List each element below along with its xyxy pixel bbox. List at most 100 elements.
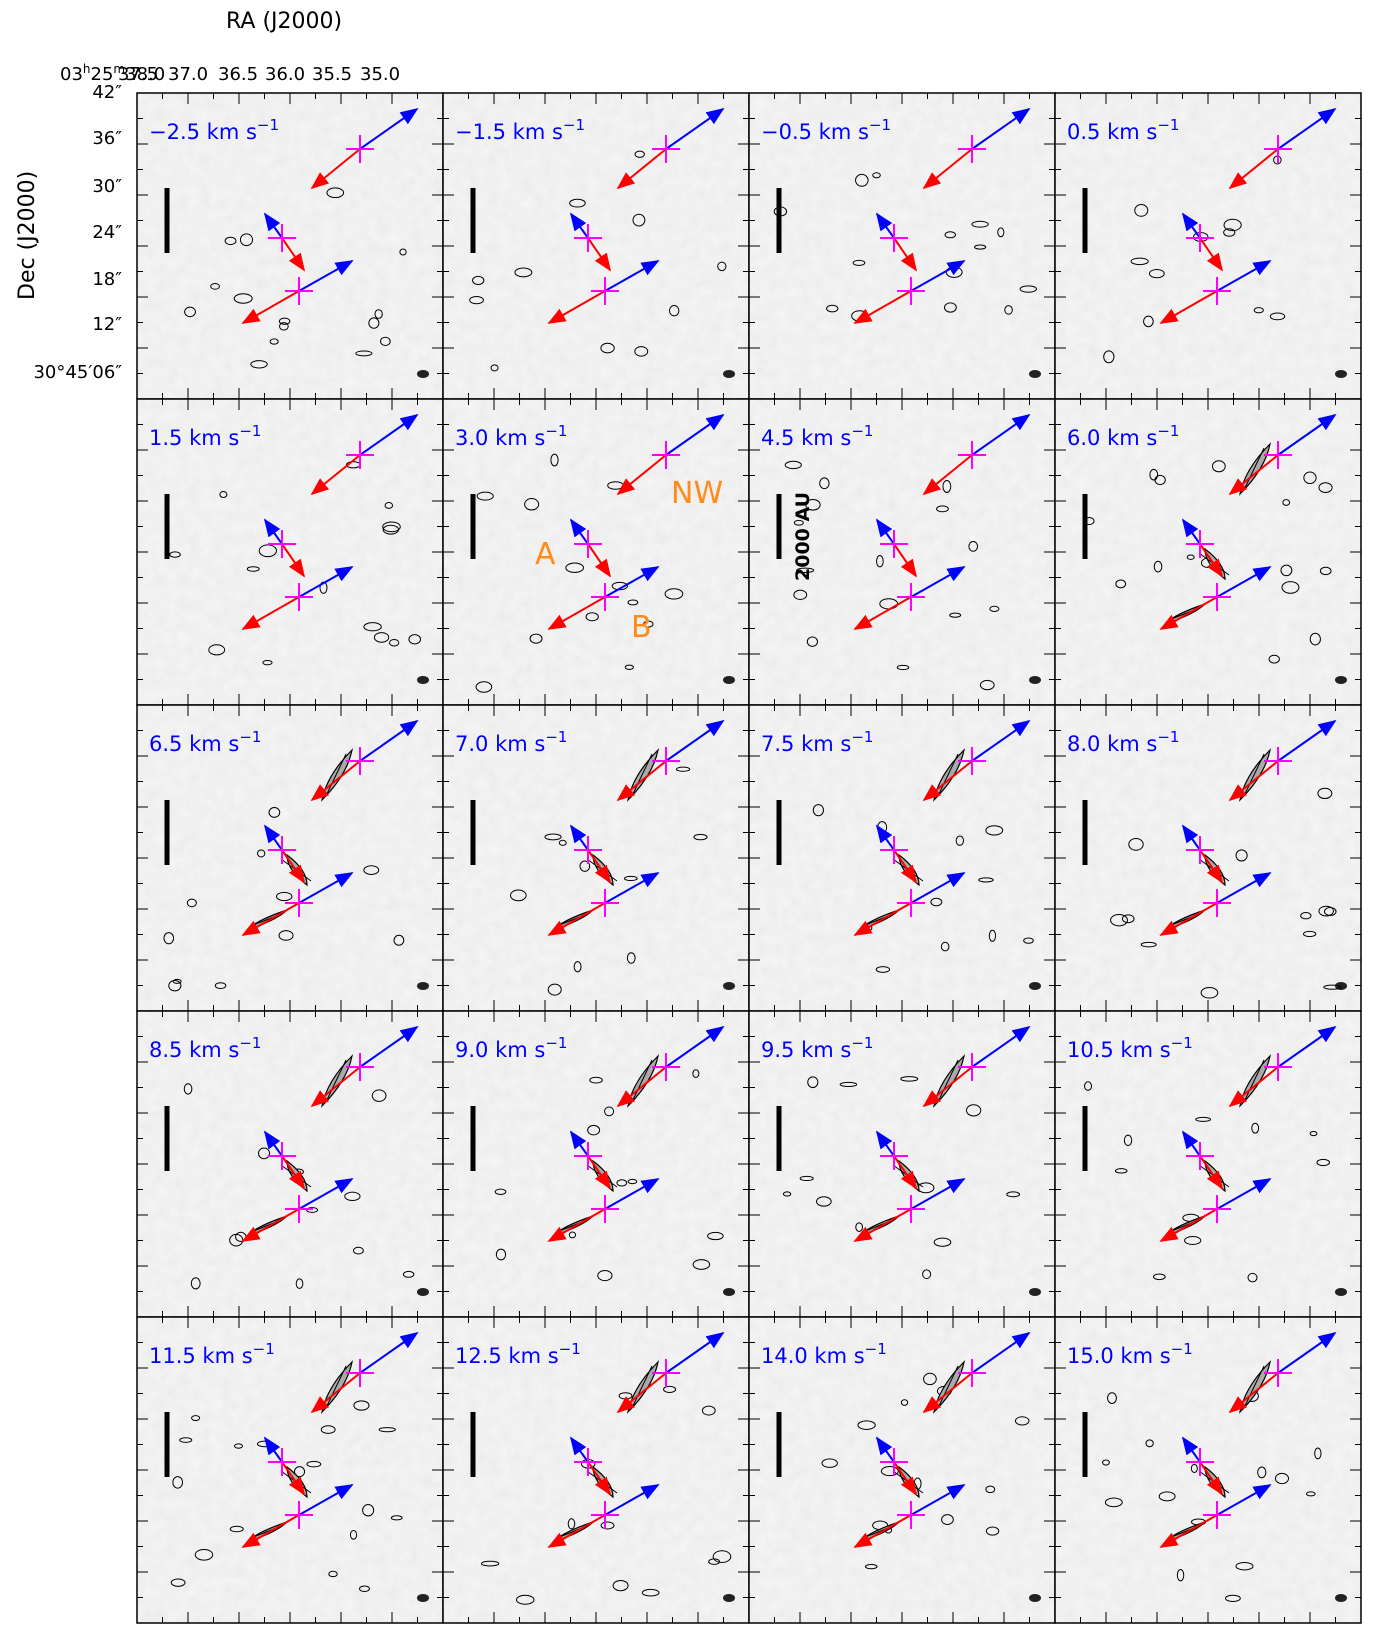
svg-text:37.5: 37.5 — [118, 64, 158, 85]
panel-velocity-label: 12.5 km s−1 — [455, 1340, 581, 1368]
beam-ellipse — [723, 676, 735, 684]
beam-ellipse — [1029, 676, 1041, 684]
channel-panel: 8.0 km s−1 — [1054, 704, 1362, 1012]
beam-ellipse — [417, 1288, 429, 1296]
red-lobe-arrow — [1199, 849, 1224, 884]
red-lobe-arrow — [853, 1514, 912, 1548]
svg-text:36.5: 36.5 — [218, 64, 258, 85]
panel-velocity-label: 3.0 km s−1 — [455, 422, 567, 450]
channel-panel: 9.0 km s−1 — [442, 1010, 750, 1318]
blue-lobe-arrow — [875, 824, 895, 851]
svg-text:36.0: 36.0 — [265, 64, 305, 85]
blue-lobe-arrow — [1181, 824, 1201, 851]
red-lobe-arrow — [616, 454, 667, 496]
blue-lobe-arrow — [1216, 260, 1272, 292]
red-lobe-arrow — [1199, 1155, 1224, 1190]
red-lobe-arrow — [241, 290, 300, 324]
dec-tick-06: 30°45′06″ — [33, 362, 122, 383]
blue-lobe-arrow — [875, 212, 895, 239]
blue-lobe-arrow — [1277, 719, 1337, 762]
blue-lobe-arrow — [665, 719, 725, 762]
red-lobe-arrow — [1159, 290, 1218, 324]
red-lobe-arrow — [922, 1066, 973, 1108]
channel-panel: 8.5 km s−1 — [136, 1010, 444, 1318]
red-lobe-arrow — [893, 543, 918, 578]
dec-tick-42: 42″ — [92, 82, 122, 103]
red-lobe-arrow — [241, 1208, 300, 1242]
red-lobe-arrow — [547, 1514, 606, 1548]
channel-panel: 6.0 km s−1 — [1054, 398, 1362, 706]
panel-velocity-label: 6.5 km s−1 — [149, 728, 261, 756]
blue-lobe-arrow — [569, 824, 589, 851]
dec-tick-30: 30″ — [92, 176, 122, 197]
blue-lobe-arrow — [263, 824, 283, 851]
blue-lobe-arrow — [971, 413, 1031, 456]
blue-lobe-arrow — [875, 518, 895, 545]
panel-velocity-label: 9.5 km s−1 — [761, 1034, 873, 1062]
red-lobe-arrow — [281, 1155, 306, 1190]
blue-lobe-arrow — [569, 212, 589, 239]
blue-lobe-arrow — [359, 1331, 419, 1374]
channel-panel: 12.5 km s−1 — [442, 1316, 750, 1624]
svg-text:03h25m38.0: 03h25m38.0 — [60, 62, 165, 85]
red-lobe-arrow — [310, 760, 361, 802]
red-lobe-arrow — [547, 596, 606, 630]
blue-lobe-arrow — [665, 1331, 725, 1374]
red-lobe-arrow — [547, 902, 606, 936]
channel-panel: 7.0 km s−1 — [442, 704, 750, 1012]
red-lobe-arrow — [1228, 760, 1279, 802]
beam-ellipse — [1335, 370, 1347, 378]
red-lobe-arrow — [922, 1372, 973, 1414]
blue-lobe-arrow — [298, 872, 354, 904]
beam-ellipse — [723, 370, 735, 378]
ra-axis-title: RA (J2000) — [226, 9, 342, 34]
red-lobe-arrow — [310, 1372, 361, 1414]
blue-lobe-arrow — [298, 260, 354, 292]
red-lobe-arrow — [1228, 1066, 1279, 1108]
red-lobe-arrow — [281, 849, 306, 884]
red-lobe-arrow — [281, 237, 306, 272]
blue-lobe-arrow — [263, 1436, 283, 1463]
red-lobe-arrow — [547, 1208, 606, 1242]
panel-velocity-label: 8.0 km s−1 — [1067, 728, 1179, 756]
beam-ellipse — [723, 1594, 735, 1602]
blue-lobe-arrow — [263, 1130, 283, 1157]
blue-lobe-arrow — [604, 566, 660, 598]
red-lobe-arrow — [1199, 237, 1224, 272]
red-lobe-arrow — [853, 290, 912, 324]
blue-lobe-arrow — [1216, 872, 1272, 904]
red-lobe-arrow — [616, 760, 667, 802]
red-lobe-arrow — [1199, 543, 1224, 578]
red-lobe-arrow — [587, 849, 612, 884]
blue-lobe-arrow — [263, 518, 283, 545]
blue-lobe-arrow — [604, 1484, 660, 1516]
panel-velocity-label: 7.0 km s−1 — [455, 728, 567, 756]
red-lobe-arrow — [893, 1461, 918, 1496]
dec-tick-24: 24″ — [92, 222, 122, 243]
red-lobe-arrow — [853, 902, 912, 936]
blue-lobe-arrow — [1216, 566, 1272, 598]
red-lobe-arrow — [310, 1066, 361, 1108]
blue-lobe-arrow — [875, 1130, 895, 1157]
channel-panel: 0.5 km s−1 — [1054, 92, 1362, 400]
red-lobe-arrow — [587, 1461, 612, 1496]
red-lobe-arrow — [1228, 454, 1279, 496]
blue-lobe-arrow — [665, 413, 725, 456]
beam-ellipse — [723, 982, 735, 990]
panel-velocity-label: 11.5 km s−1 — [149, 1340, 275, 1368]
beam-ellipse — [1029, 1288, 1041, 1296]
red-lobe-arrow — [241, 1514, 300, 1548]
channel-panel: 10.5 km s−1 — [1054, 1010, 1362, 1318]
panel-grid: −2.5 km s−1 −1.5 km s−1 −0.5 km s−1 0.5 km … — [136, 92, 1362, 1624]
red-lobe-arrow — [310, 148, 361, 190]
red-lobe-arrow — [893, 849, 918, 884]
channel-panel: 1.5 km s−1 — [136, 398, 444, 706]
channel-panel: 7.5 km s−1 — [748, 704, 1056, 1012]
blue-lobe-arrow — [971, 1025, 1031, 1068]
blue-lobe-arrow — [604, 1178, 660, 1210]
red-lobe-arrow — [893, 237, 918, 272]
dec-tick-labels: 42″ 36″ 30″ 24″ 18″ 12″ 30°45′06″ — [33, 82, 122, 383]
blue-lobe-arrow — [910, 260, 966, 292]
red-lobe-arrow — [310, 454, 361, 496]
panel-velocity-label: 10.5 km s−1 — [1067, 1034, 1193, 1062]
